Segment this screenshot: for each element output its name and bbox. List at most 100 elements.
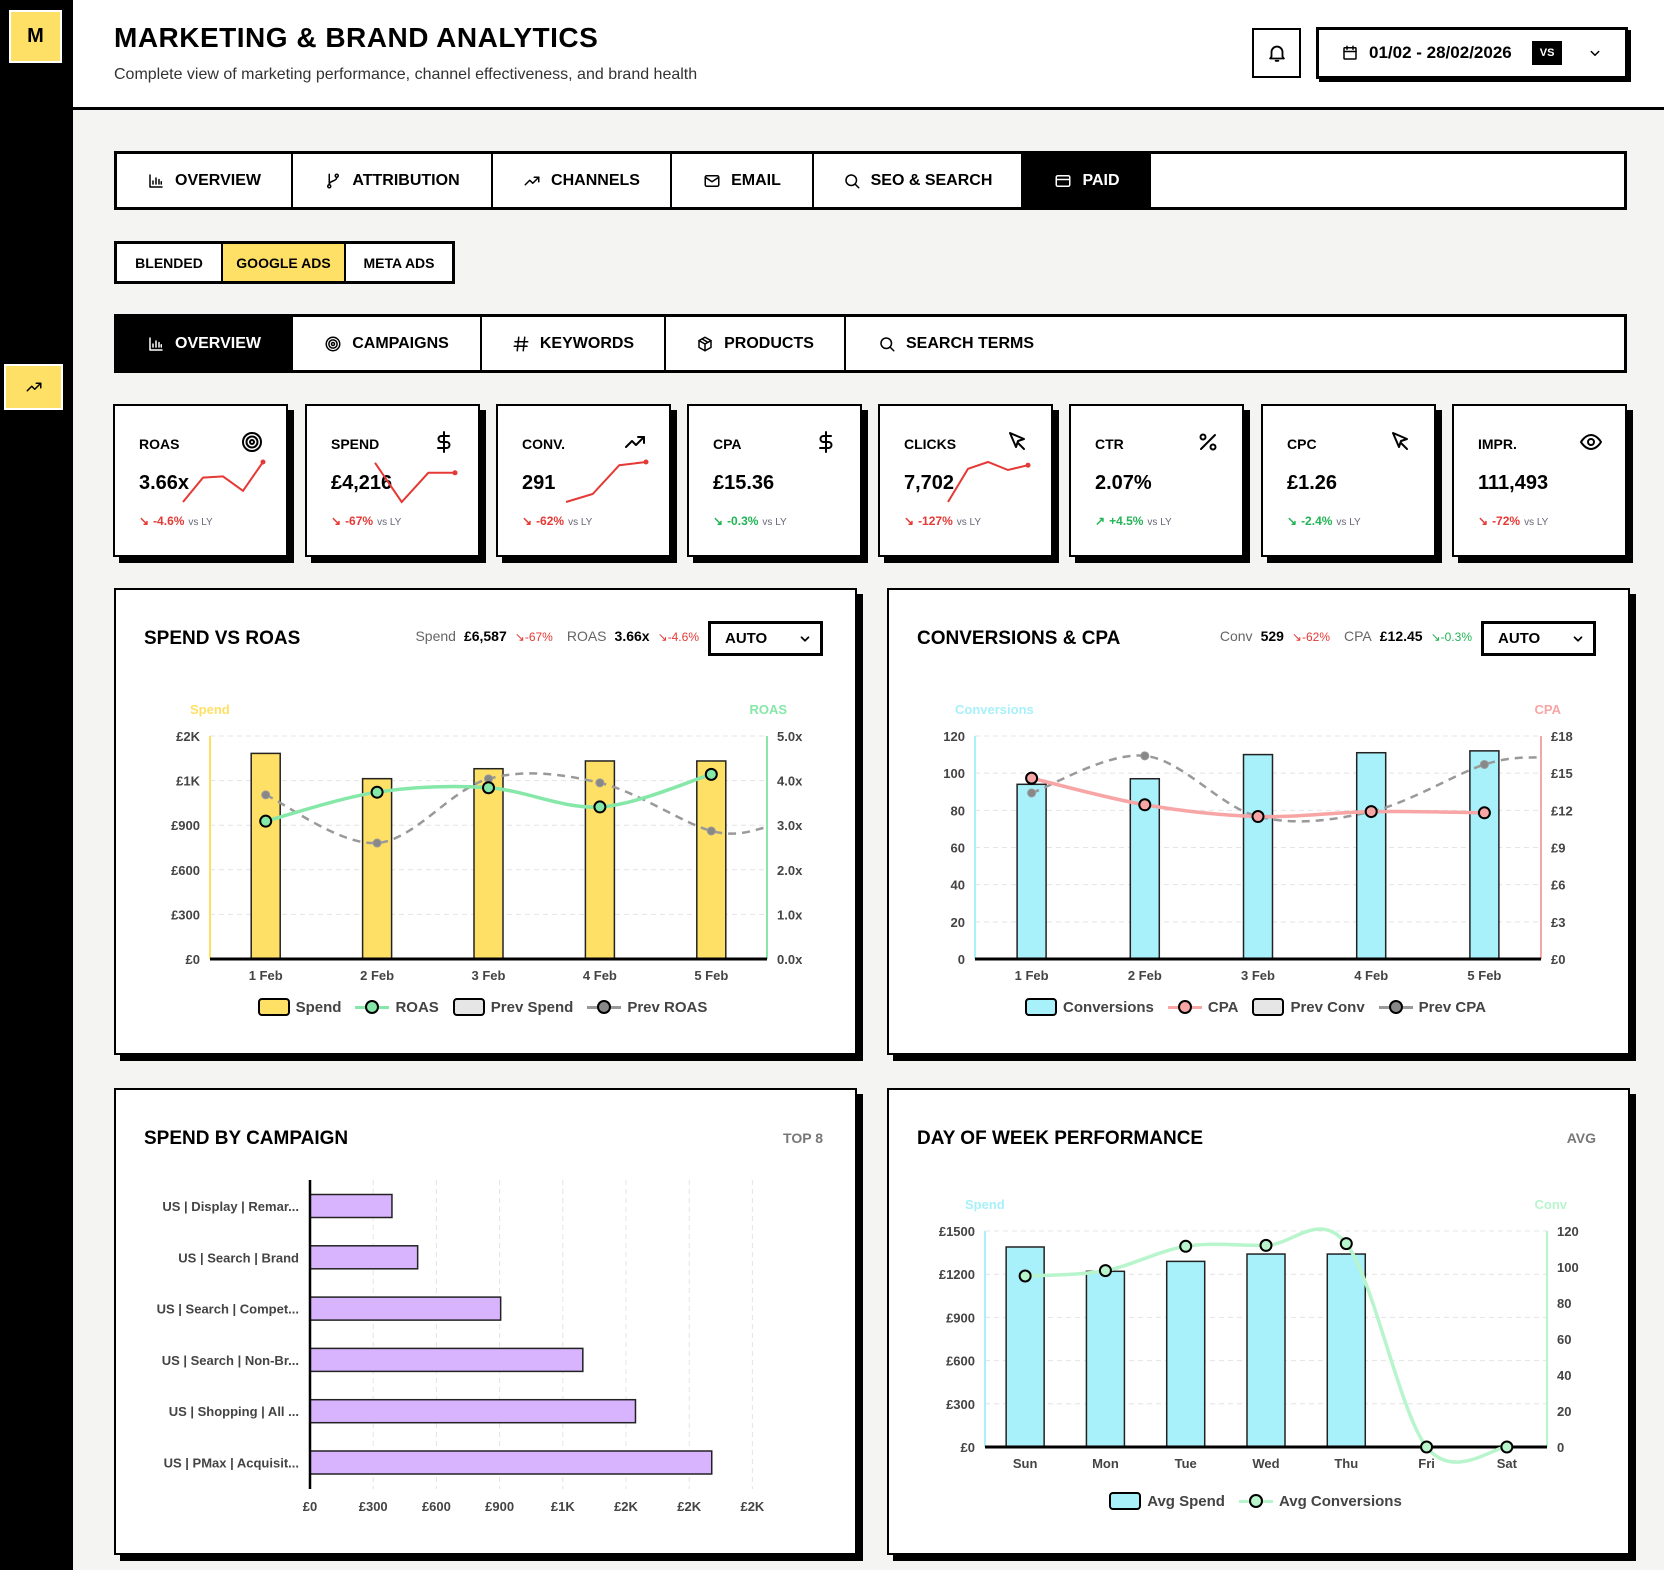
sidebar-item-4[interactable] xyxy=(4,305,63,351)
sidebar-item-6[interactable] xyxy=(4,420,63,466)
kpi-label: CTR xyxy=(1095,436,1124,452)
chevron-down-icon[interactable] xyxy=(1586,44,1604,62)
granularity-select[interactable]: AUTO xyxy=(708,621,823,656)
kpi-card-spend[interactable]: SPEND £4,216 ↘ -67% vs LY xyxy=(305,404,480,557)
sub-tab-4[interactable]: SEARCH TERMS xyxy=(846,317,1624,370)
main-tab-0[interactable]: OVERVIEW xyxy=(117,154,293,207)
bar-campaign xyxy=(309,1347,584,1373)
sidebar-item-2[interactable] xyxy=(4,195,63,241)
bell-icon xyxy=(1268,45,1285,62)
sub-tab-2[interactable]: KEYWORDS xyxy=(482,317,666,370)
delta-value: -2.4% xyxy=(1301,514,1333,528)
legend-item[interactable]: ROAS xyxy=(355,999,439,1016)
legend-label: Avg Conversions xyxy=(1278,1492,1402,1510)
kpi-card-impr[interactable]: IMPR. 111,493 ↘ -72% vs LY xyxy=(1452,404,1627,557)
legend-item[interactable]: Avg Spend xyxy=(1109,1492,1225,1510)
compare-badge[interactable]: VS xyxy=(1531,41,1563,65)
trend-up-icon xyxy=(524,176,540,185)
platform-tab-0[interactable]: BLENDED xyxy=(117,244,223,281)
tab-label: EMAIL xyxy=(731,171,781,189)
platform-tab-1[interactable]: GOOGLE ADS xyxy=(223,244,346,281)
kpi-delta: ↘ -72% vs LY xyxy=(1478,514,1548,528)
chart-svg: £0 £300 £600 £900 £1K £2K £2K £2K US | Display |… xyxy=(157,1180,765,1514)
x-tick: Thu xyxy=(1334,1456,1358,1471)
legend-item[interactable]: Prev CPA xyxy=(1378,999,1486,1016)
sparkline xyxy=(182,459,266,503)
kpi-delta: ↘ -67% vs LY xyxy=(331,514,401,528)
stat-delta-value: -4.6% xyxy=(667,630,699,644)
kpi-label: SPEND xyxy=(331,436,380,452)
platform-tab-2[interactable]: META ADS xyxy=(363,254,435,271)
chevron-down-icon xyxy=(1573,635,1583,642)
main-tab-2[interactable]: CHANNELS xyxy=(493,154,672,207)
y-tick-right: 20 xyxy=(1557,1404,1571,1419)
kpi-delta: ↘ -127% vs LY xyxy=(904,514,981,528)
legend-item[interactable]: Prev Conv xyxy=(1252,998,1365,1016)
notifications-button[interactable] xyxy=(1252,28,1301,78)
bar-campaign xyxy=(309,1398,637,1424)
kpi-delta: ↗ +4.5% vs LY xyxy=(1095,514,1172,528)
legend-swatch xyxy=(1167,1000,1202,1014)
legend-item[interactable]: Avg Conversions xyxy=(1238,1492,1402,1510)
kpi-card-conv[interactable]: CONV. 291 ↘ -62% vs LY xyxy=(496,404,671,557)
tab-label: CAMPAIGNS xyxy=(352,334,449,352)
sub-tabs: OVERVIEW CAMPAIGNS KEYWORDS PRODUCTS SEARCH … xyxy=(114,314,1627,373)
legend-item[interactable]: CPA xyxy=(1167,999,1238,1016)
kpi-card-cpc[interactable]: CPC £1.26 ↘ -2.4% vs LY xyxy=(1261,404,1436,557)
y-tick: US | PMax | Acquisit... xyxy=(164,1456,299,1471)
main-tab-1[interactable]: ATTRIBUTION xyxy=(293,154,493,207)
delta-value: -127% xyxy=(918,514,953,528)
main-tab-4[interactable]: SEO & SEARCH xyxy=(814,154,1023,207)
kpi-card-clicks[interactable]: CLICKS 7,702 ↘ -127% vs LY xyxy=(878,404,1053,557)
y-tick: US | Search | Compet... xyxy=(157,1302,299,1317)
right-axis-title: ROAS xyxy=(749,702,787,717)
main-tabs: OVERVIEW ATTRIBUTION CHANNELS EMAIL SEO & SE… xyxy=(114,151,1627,210)
kpi-card-roas[interactable]: ROAS 3.66x ↘ -4.6% vs LY xyxy=(113,404,288,557)
y-tick-right: 2.0x xyxy=(777,863,803,878)
trend-arrow-icon: ↗ xyxy=(1095,514,1106,528)
line-point xyxy=(593,800,607,814)
users-icon xyxy=(26,211,41,225)
day-of-week-card: DAY OF WEEK PERFORMANCE AVG £0 £300 £600 £9… xyxy=(887,1088,1630,1555)
sub-tab-3[interactable]: PRODUCTS xyxy=(666,317,846,370)
select-value: AUTO xyxy=(1498,630,1541,647)
main-tab-5[interactable]: PAID xyxy=(1023,154,1151,207)
sub-tab-1[interactable]: CAMPAIGNS xyxy=(293,317,482,370)
sidebar-item-8[interactable] xyxy=(4,530,63,576)
legend-item[interactable]: Prev Spend xyxy=(452,998,573,1016)
sub-tab-0[interactable]: OVERVIEW xyxy=(117,317,293,370)
legend-item[interactable]: Conversions xyxy=(1025,998,1154,1016)
y-tick-left: £900 xyxy=(946,1310,975,1325)
trend-arrow-icon: ↘ xyxy=(713,514,724,528)
bar-campaign xyxy=(309,1245,419,1270)
card-title: CONVERSIONS & CPA xyxy=(917,628,1121,649)
sidebar: M xyxy=(0,0,73,1570)
y-tick-left: £300 xyxy=(946,1397,975,1412)
delta-compare: vs LY xyxy=(1336,517,1361,528)
x-tick: 1 Feb xyxy=(249,968,283,983)
sidebar-item-0[interactable] xyxy=(4,84,63,130)
trend-arrow-icon: ↘ xyxy=(1478,514,1489,528)
sidebar-item-5[interactable] xyxy=(4,364,63,410)
sidebar-item-7[interactable] xyxy=(4,475,63,521)
date-range-picker[interactable]: 01/02 - 28/02/2026 VS xyxy=(1316,27,1628,79)
y-tick-right: 100 xyxy=(1557,1260,1579,1275)
sidebar-item-1[interactable] xyxy=(4,140,63,186)
sidebar-item-3[interactable] xyxy=(4,250,63,296)
y-tick-right: £6 xyxy=(1551,878,1565,893)
bar-campaign xyxy=(309,1450,713,1475)
stat-value: £12.45 xyxy=(1379,628,1423,644)
kpi-card-ctr[interactable]: CTR 2.07% ↗ +4.5% vs LY xyxy=(1069,404,1244,557)
logo[interactable]: M xyxy=(9,10,62,63)
stat-delta-value: -0.3% xyxy=(1440,630,1472,644)
legend-item[interactable]: Prev ROAS xyxy=(587,999,707,1016)
granularity-select[interactable]: AUTO xyxy=(1481,621,1596,656)
main-tab-3[interactable]: EMAIL xyxy=(672,154,814,207)
y-tick: US | Display | Remar... xyxy=(162,1199,299,1214)
x-tick: 1 Feb xyxy=(1015,968,1049,983)
kpi-delta: ↘ -2.4% vs LY xyxy=(1287,514,1361,528)
card-tag: AVG xyxy=(1566,1130,1596,1146)
kpi-card-cpa[interactable]: CPA £15.36 ↘ -0.3% vs LY xyxy=(687,404,862,557)
legend-item[interactable]: Spend xyxy=(257,998,341,1016)
kpi-delta: ↘ -4.6% vs LY xyxy=(139,514,213,528)
